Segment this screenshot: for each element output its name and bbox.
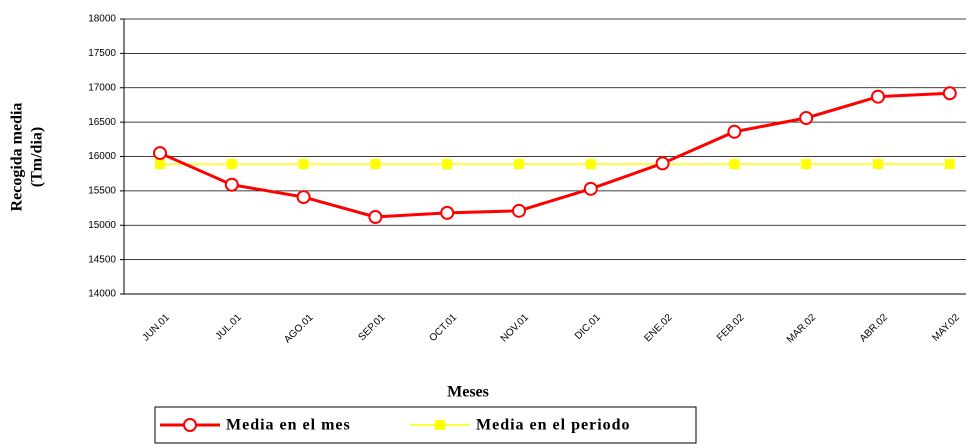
- y-tick-label: 14000: [88, 289, 116, 300]
- x-tick-label: DIC.01: [573, 312, 603, 342]
- data-point: [298, 159, 309, 170]
- y-tick-label: 17500: [88, 48, 116, 59]
- data-point: [873, 159, 883, 170]
- x-tick-label: JUN.01: [141, 312, 173, 344]
- x-tick-label: FEB.02: [715, 312, 747, 344]
- data-point: [442, 159, 453, 170]
- x-tick-label: JUL.01: [214, 312, 244, 342]
- x-axis-title: Meses: [447, 384, 489, 401]
- legend-marker: [183, 418, 197, 432]
- data-point: [727, 124, 742, 139]
- data-point: [224, 177, 239, 192]
- y-axis-title: (Tm/dia): [29, 127, 46, 187]
- series-line: [159, 91, 950, 219]
- x-tick-label: AGO.01: [282, 312, 316, 346]
- data-point: [368, 210, 383, 224]
- x-tick-label: MAR.02: [785, 312, 819, 346]
- x-tick-label: NOV.01: [499, 312, 532, 345]
- data-point: [942, 86, 957, 101]
- y-tick-label: 16000: [88, 151, 116, 162]
- y-tick-label: 17000: [88, 82, 116, 93]
- y-tick-label: 15000: [88, 220, 116, 231]
- data-point: [296, 190, 311, 205]
- y-axis-title: Recogida media: [9, 103, 26, 212]
- data-point: [583, 181, 598, 196]
- x-tick-label: MAY.02: [930, 312, 962, 344]
- legend-label: Media en el mes: [226, 417, 351, 434]
- y-tick-label: 16500: [88, 117, 116, 128]
- data-point: [370, 159, 381, 170]
- legend-label: Media en el periodo: [476, 417, 631, 434]
- x-tick-label: OCT.01: [427, 312, 459, 344]
- data-point: [585, 159, 596, 170]
- x-tick-label: ABR.02: [858, 312, 890, 344]
- data-point: [871, 89, 885, 104]
- x-tick-label: SEP.01: [357, 312, 388, 343]
- legend-marker: [435, 420, 445, 430]
- data-point: [155, 159, 165, 170]
- data-point: [944, 159, 955, 170]
- data-point: [799, 111, 814, 125]
- data-point: [153, 146, 167, 161]
- data-point: [440, 205, 455, 220]
- data-point: [729, 159, 740, 170]
- y-tick-label: 15500: [88, 186, 116, 197]
- y-tick-label: 18000: [88, 14, 116, 25]
- data-point: [512, 203, 526, 218]
- data-point: [514, 159, 524, 170]
- data-point: [655, 156, 670, 171]
- data-point: [801, 159, 812, 170]
- data-point: [226, 159, 237, 170]
- x-tick-label: ENE.02: [642, 312, 674, 344]
- y-tick-label: 14500: [88, 254, 116, 265]
